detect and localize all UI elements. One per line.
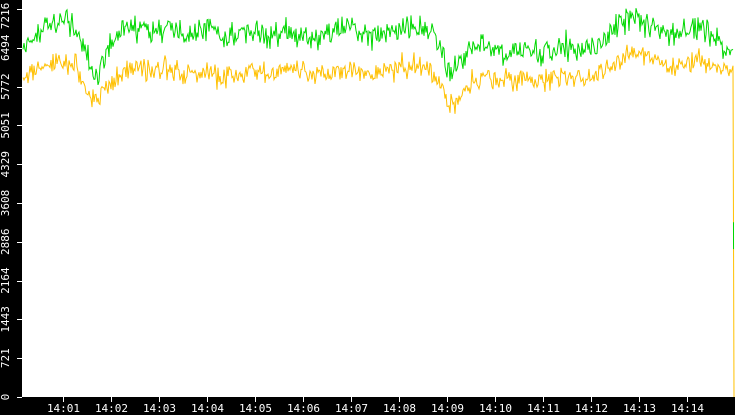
green-line [22,8,734,86]
x-axis-label: 14:10 [479,402,512,415]
y-axis-label: 5051 [0,112,12,138]
x-axis-label: 14:14 [671,402,704,415]
x-axis-label: 14:02 [95,402,128,415]
yellow-line [22,44,735,398]
y-axis-label: 4329 [0,151,12,178]
y-axis-label: 3608 [0,190,12,217]
y-axis-strip [0,0,22,415]
x-axis-label: 14:04 [191,402,224,415]
x-axis-label: 14:08 [383,402,416,415]
x-axis-label: 14:09 [431,402,464,415]
y-axis-label: 2886 [0,229,12,256]
y-axis-label: 6494 [0,34,12,61]
y-axis-label: 5772 [0,73,12,100]
y-axis-label: 1443 [0,306,12,333]
x-axis-label: 14:01 [47,402,80,415]
x-axis-label: 14:11 [527,402,560,415]
x-axis-label: 14:13 [623,402,656,415]
x-axis-label: 14:12 [575,402,608,415]
y-axis-label: 2164 [0,267,12,294]
x-axis-label: 14:05 [239,402,272,415]
y-axis-label: 0 [0,394,12,401]
x-axis-strip [0,397,735,415]
x-axis-label: 14:03 [143,402,176,415]
y-axis-label: 721 [0,348,12,368]
x-axis-label: 14:07 [335,402,368,415]
x-axis-label: 14:06 [287,402,320,415]
y-axis-label: 7216 [0,3,12,30]
